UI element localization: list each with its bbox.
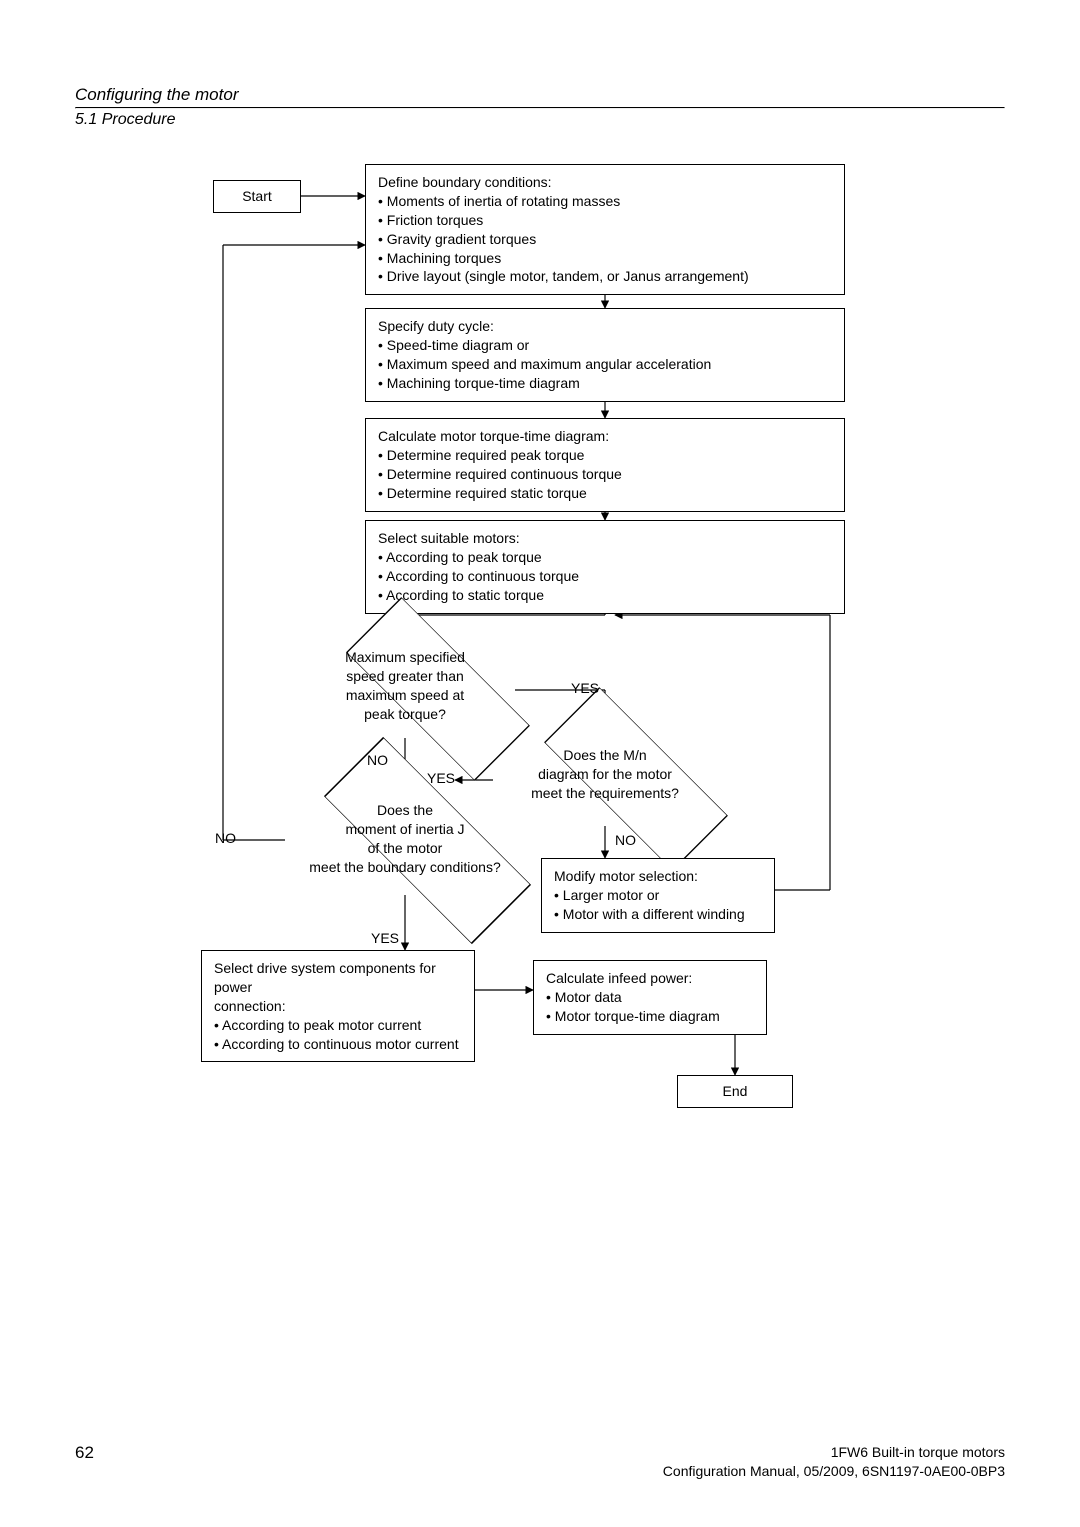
step6-line0: Calculate infeed power: (546, 969, 754, 988)
step2-line1: • Speed-time diagram or (378, 336, 832, 355)
step2-line2: • Maximum speed and maximum angular acce… (378, 355, 832, 374)
step1-line4: • Machining torques (378, 249, 832, 268)
step6-line2: • Motor torque-time diagram (546, 1007, 754, 1026)
step6-line1: • Motor data (546, 988, 754, 1007)
step5-box: Select drive system components for power… (201, 950, 475, 1062)
step2-line3: • Machining torque-time diagram (378, 374, 832, 393)
step1-line1: • Moments of inertia of rotating masses (378, 192, 832, 211)
step4-line1: • According to peak torque (378, 548, 832, 567)
step1-line5: • Drive layout (single motor, tandem, or… (378, 267, 832, 286)
header-rule (75, 107, 1005, 109)
step4-line0: Select suitable motors: (378, 529, 832, 548)
step4-box: Select suitable motors: • According to p… (365, 520, 845, 614)
decision1-line2: maximum speed at (295, 686, 515, 705)
decision3-line2: of the motor (275, 839, 535, 858)
page-footer: 62 1FW6 Built-in torque motors Configura… (75, 1443, 1005, 1482)
modify-line1: • Larger motor or (554, 886, 762, 905)
end-label: End (723, 1083, 748, 1099)
decision3-no-label: NO (215, 830, 236, 846)
decision3-line0: Does the (275, 801, 535, 820)
decision1-no-label: NO (367, 752, 388, 768)
step5-line2: • According to peak motor current (214, 1016, 462, 1035)
modify-line2: • Motor with a different winding (554, 905, 762, 924)
modify-line0: Modify motor selection: (554, 867, 762, 886)
page-number: 62 (75, 1443, 94, 1463)
step5-line1: connection: (214, 997, 462, 1016)
step2-box: Specify duty cycle: • Speed-time diagram… (365, 308, 845, 402)
step5-line3: • According to continuous motor current (214, 1035, 462, 1054)
decision2-yes-label: YES (427, 770, 455, 786)
page-header-subtitle: 5.1 Procedure (75, 111, 1005, 129)
modify-box: Modify motor selection: • Larger motor o… (541, 858, 775, 933)
decision1-line0: Maximum specified (295, 648, 515, 667)
decision2-no-label: NO (615, 832, 636, 848)
step1-line3: • Gravity gradient torques (378, 230, 832, 249)
step2-line0: Specify duty cycle: (378, 317, 832, 336)
decision2-line1: diagram for the motor (493, 765, 717, 784)
decision3-yes-label: YES (371, 930, 399, 946)
decision3-node: Does the moment of inertia J of the moto… (275, 785, 535, 895)
step4-line2: • According to continuous torque (378, 567, 832, 586)
decision1-node: Maximum specified speed greater than max… (295, 642, 515, 738)
decision1-yes-label: YES (571, 680, 599, 696)
page-header-title: Configuring the motor (75, 85, 1005, 105)
step4-line3: • According to static torque (378, 586, 832, 605)
step3-line1: • Determine required peak torque (378, 446, 832, 465)
step1-line0: Define boundary conditions: (378, 173, 832, 192)
footer-line1: 1FW6 Built-in torque motors (663, 1443, 1005, 1463)
step3-box: Calculate motor torque-time diagram: • D… (365, 418, 845, 512)
decision1-line1: speed greater than (295, 667, 515, 686)
step3-line3: • Determine required static torque (378, 484, 832, 503)
decision1-line3: peak torque? (295, 705, 515, 724)
step3-line2: • Determine required continuous torque (378, 465, 832, 484)
start-node: Start (213, 180, 301, 213)
end-node: End (677, 1075, 793, 1108)
step1-line2: • Friction torques (378, 211, 832, 230)
decision2-line0: Does the M/n (493, 746, 717, 765)
footer-line2: Configuration Manual, 05/2009, 6SN1197-0… (663, 1462, 1005, 1482)
start-label: Start (242, 188, 272, 204)
decision3-line3: meet the boundary conditions? (275, 858, 535, 877)
step6-box: Calculate infeed power: • Motor data • M… (533, 960, 767, 1035)
step3-line0: Calculate motor torque-time diagram: (378, 427, 832, 446)
step5-line0: Select drive system components for power (214, 959, 462, 997)
flowchart-diagram: Start Define boundary conditions: • Mome… (75, 160, 1005, 1200)
decision3-line1: moment of inertia J (275, 820, 535, 839)
step1-box: Define boundary conditions: • Moments of… (365, 164, 845, 295)
